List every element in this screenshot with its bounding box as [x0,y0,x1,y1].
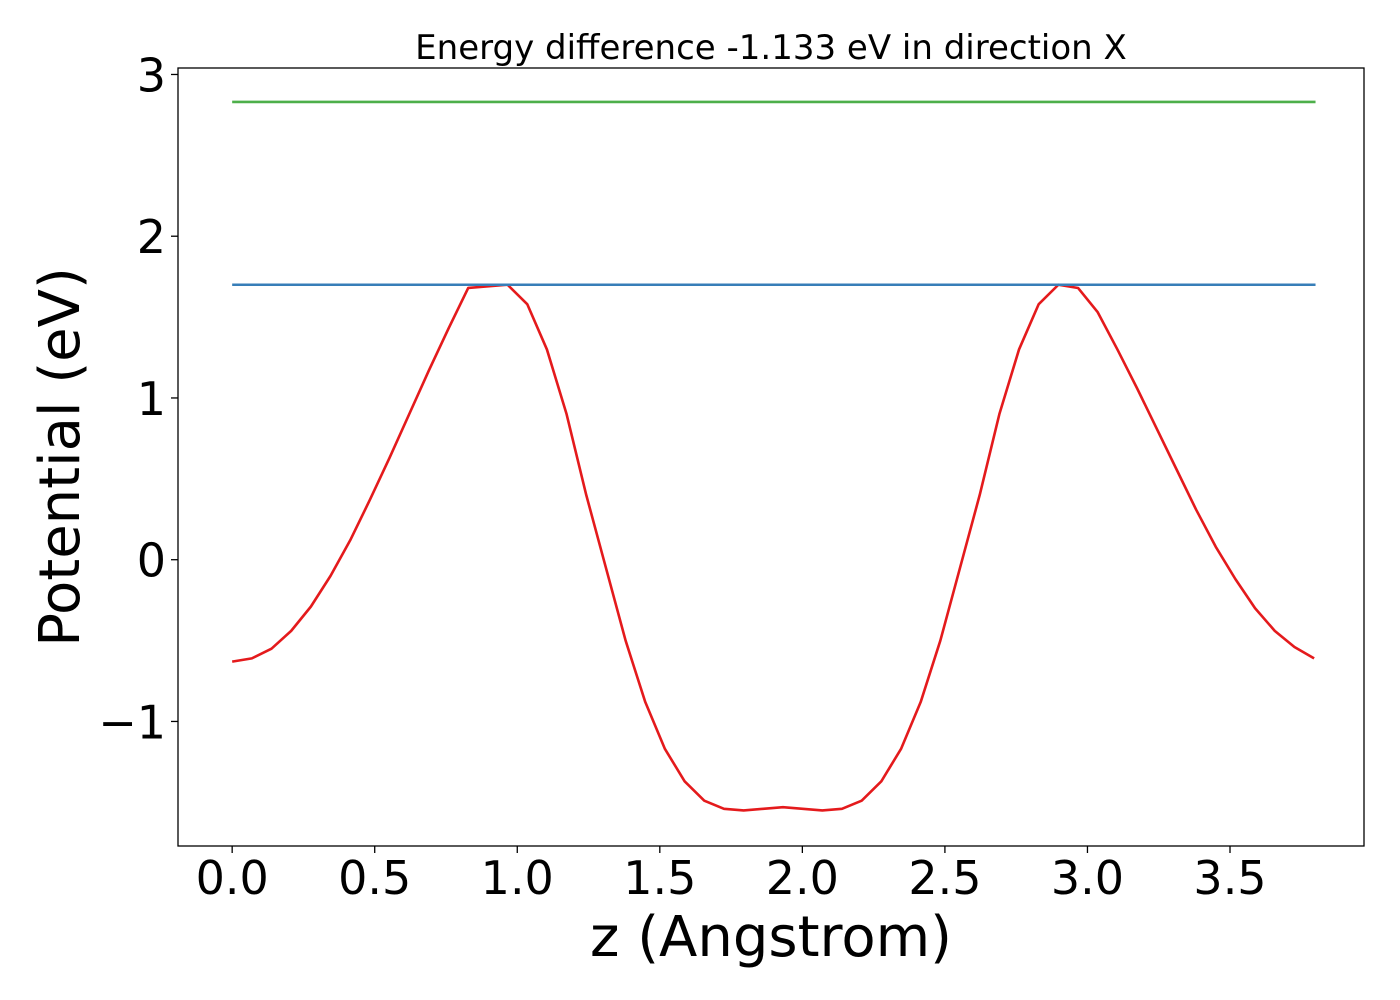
x-tick-label: 3.0 [1051,851,1124,905]
y-tick-label: −1 [98,695,166,749]
x-axis-label: z (Angstrom) [590,905,952,970]
x-tick-label: 3.5 [1193,851,1266,905]
x-tick-label: 2.5 [908,851,981,905]
y-tick-label: 0 [137,534,166,588]
y-axis: −1 0 1 2 3 [98,48,178,749]
x-tick-label: 1.0 [481,851,554,905]
chart-title: Energy difference -1.133 eV in direction… [415,28,1127,68]
series-line-1 [231,283,1315,812]
y-tick-label: 2 [137,210,166,264]
x-tick-label: 1.5 [623,851,696,905]
y-tick-label: 1 [137,372,166,426]
x-tick-label: 2.0 [766,851,839,905]
series-layer [231,100,1316,812]
x-axis: 0.0 0.5 1.0 1.5 2.0 2.5 3.0 3.5 [196,846,1267,905]
x-tick-label: 0.5 [338,851,411,905]
y-tick-label: 3 [137,48,166,102]
plot-frame [177,67,1365,847]
x-tick-label: 0.0 [196,851,269,905]
y-axis-label: Potential (eV) [28,267,93,647]
